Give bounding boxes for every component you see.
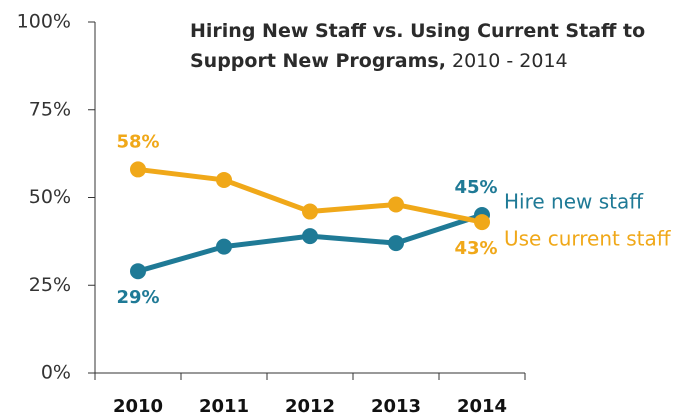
data-point (216, 171, 232, 188)
chart-title: Hiring New Staff vs. Using Current Staff… (190, 20, 646, 72)
y-tick-label: 50% (29, 186, 71, 208)
data-point (216, 238, 232, 255)
x-tick-label: 2013 (371, 396, 421, 416)
data-point (302, 228, 318, 245)
y-tick-label: 25% (29, 274, 71, 296)
data-point (130, 263, 146, 280)
legend-label: Hire new staff (504, 190, 644, 214)
x-tick-label: 2011 (199, 396, 249, 416)
data-label: 29% (116, 287, 159, 308)
data-point (388, 196, 404, 213)
legend-label: Use current staff (504, 227, 672, 251)
y-tick-label: 100% (17, 11, 71, 33)
y-tick-label: 75% (29, 98, 71, 120)
data-label: 58% (116, 131, 159, 152)
x-tick-label: 2014 (457, 396, 507, 416)
x-tick-label: 2012 (285, 396, 335, 416)
data-point (474, 214, 490, 231)
title-block: Hiring New Staff vs. Using Current Staff… (190, 16, 650, 76)
data-label: 45% (454, 177, 497, 198)
data-point (388, 235, 404, 252)
x-tick-label: 2010 (113, 396, 163, 416)
chart-subtitle: 2010 - 2014 (452, 50, 568, 72)
data-label: 43% (454, 238, 497, 259)
data-point (302, 203, 318, 220)
y-tick-label: 0% (41, 362, 71, 384)
data-point (130, 161, 146, 178)
